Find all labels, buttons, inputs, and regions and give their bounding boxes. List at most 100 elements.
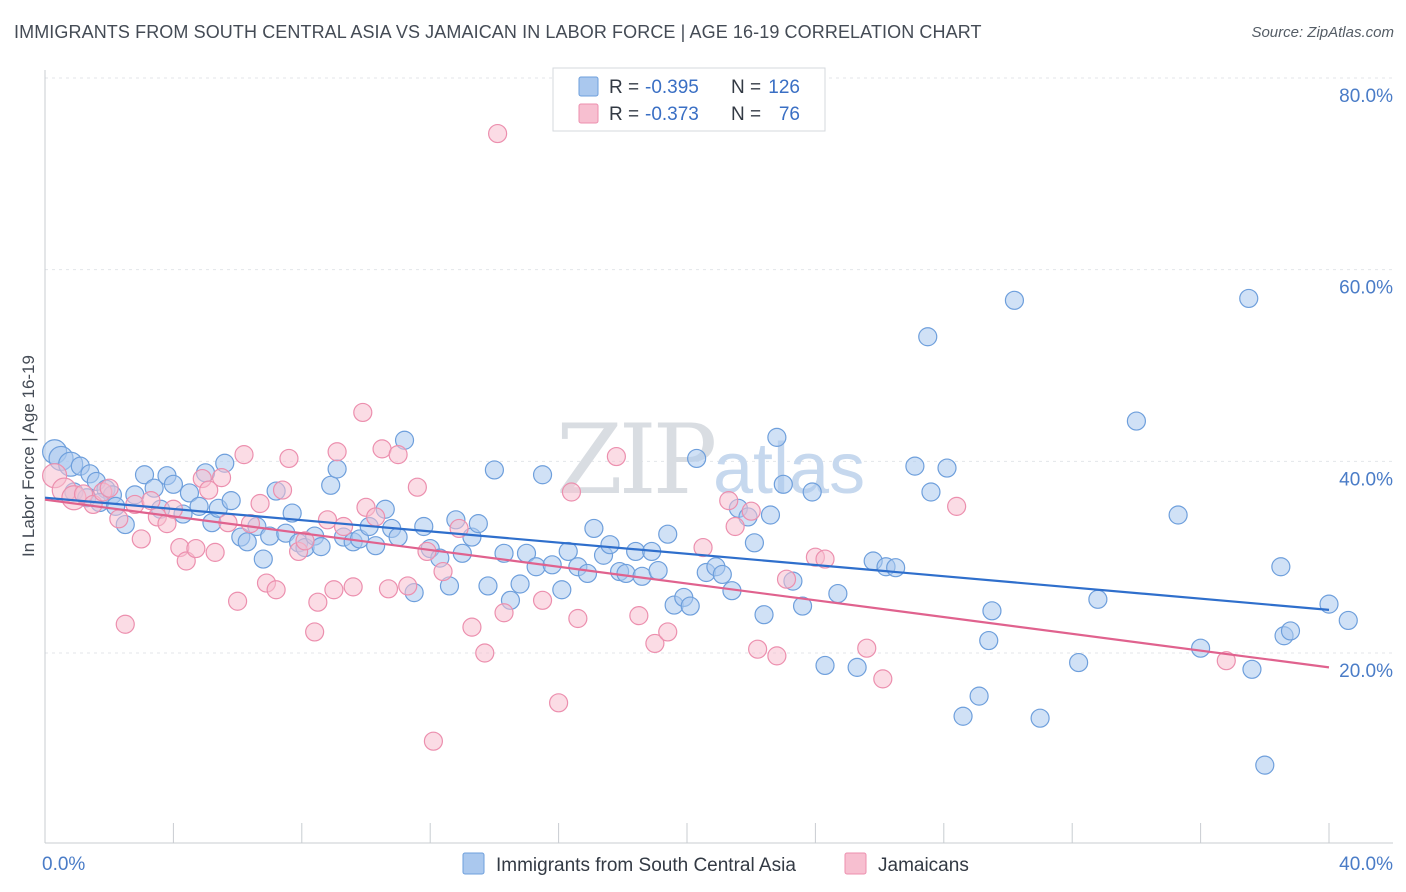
point-immigrants [680,596,700,616]
point-immigrants [1168,505,1188,525]
point-immigrants [982,601,1002,621]
stats-legend-swatch-pink [578,103,599,124]
point-immigrants [221,491,241,511]
point-immigrants [552,580,572,600]
watermark-atlas: atlas [713,429,865,509]
series-legend: Immigrants from South Central Asia Jamai… [462,852,969,876]
point-immigrants [1242,659,1262,679]
point-immigrants [687,448,707,469]
point-jamaicans [141,491,161,511]
point-immigrants [658,524,678,544]
stats-n-value-blue: 126 [768,77,800,98]
point-jamaicans [725,516,745,537]
source-credit: Source: ZipAtlas.com [1251,24,1394,41]
stats-n-value-pink: 76 [779,104,800,125]
y-tick-label: 80.0% [1339,86,1393,107]
point-jamaicans [333,516,354,537]
point-immigrants [1338,610,1358,631]
point-immigrants [1030,708,1050,728]
point-immigrants [886,558,906,578]
point-immigrants [802,482,822,502]
point-immigrants [1088,589,1108,609]
stats-r-value-blue: -0.395 [645,77,699,98]
point-immigrants [760,505,781,525]
point-immigrants [510,574,530,594]
point-immigrants [626,541,646,562]
point-immigrants [828,583,848,604]
point-immigrants [744,533,765,553]
point-immigrants [532,465,553,485]
point-immigrants [815,655,835,676]
stats-r-label-blue: R = [609,77,639,98]
trend-lines [44,496,1330,669]
legend-label-immigrants: Immigrants from South Central Asia [496,855,796,876]
point-jamaicans [372,439,392,459]
point-jamaicans [658,622,678,642]
point-jamaicans [131,529,151,549]
stats-n-label-blue: N = [731,77,761,98]
point-jamaicans [568,608,588,629]
point-jamaicans [228,591,248,611]
point-immigrants [577,563,598,584]
point-jamaicans [272,480,293,500]
point-immigrants [134,465,155,485]
legend-swatch-jamaicans [844,852,867,875]
y-tick-label: 40.0% [1339,469,1393,490]
point-immigrants [584,518,604,539]
chart-title: IMMIGRANTS FROM SOUTH CENTRAL ASIA VS JA… [14,22,982,42]
point-jamaicans [398,576,418,596]
point-jamaicans [1216,651,1236,671]
y-tick-label: 20.0% [1339,661,1393,682]
point-immigrants [712,564,732,585]
point-immigrants [526,557,546,577]
point-immigrants [921,482,941,502]
point-immigrants [388,527,408,547]
point-jamaicans [407,477,427,497]
point-immigrants [792,596,813,616]
point-immigrants [969,686,989,706]
point-jamaicans [266,580,286,600]
point-immigrants [468,514,488,534]
watermark: ZIP atlas [556,404,865,516]
point-jamaicans [109,509,129,529]
stats-r-value-pink: -0.373 [645,104,699,125]
point-immigrants [918,327,938,347]
legend-label-jamaicans: Jamaicans [878,855,969,876]
series-immigrants-points [42,288,1358,775]
point-jamaicans [317,510,338,530]
y-tick-labels: 20.0% 40.0% 60.0% 80.0% [1339,86,1393,682]
point-jamaicans [353,402,373,423]
point-immigrants [321,475,341,495]
point-immigrants [558,541,578,562]
point-immigrants [494,543,514,563]
y-axis-label: In Labor Force | Age 16-19 [19,355,38,557]
point-jamaicans [548,693,569,713]
point-jamaicans [279,448,299,469]
point-immigrants [237,532,257,552]
trend-line-jamaicans [44,498,1330,669]
point-immigrants [282,503,302,523]
point-jamaicans [873,669,893,689]
point-jamaicans [186,538,206,559]
point-jamaicans [324,580,344,600]
point-immigrants [1271,557,1291,577]
point-immigrants [366,536,386,556]
stats-legend-swatch-blue [578,76,599,97]
point-immigrants [163,474,183,494]
point-jamaicans [767,646,787,666]
point-immigrants [648,560,668,581]
point-jamaicans [327,442,347,462]
point-immigrants [253,549,273,569]
point-jamaicans [741,501,761,521]
stats-legend: R = -0.395 N = 126 R = -0.373 N = 76 [552,67,826,132]
point-jamaicans [776,569,797,589]
point-immigrants [767,427,787,447]
point-jamaicans [693,537,713,558]
point-jamaicans [719,491,739,511]
point-immigrants [311,537,331,557]
point-jamaicans [423,731,444,751]
point-immigrants [937,458,957,478]
point-immigrants [179,483,200,503]
stats-r-label-pink: R = [609,104,639,125]
